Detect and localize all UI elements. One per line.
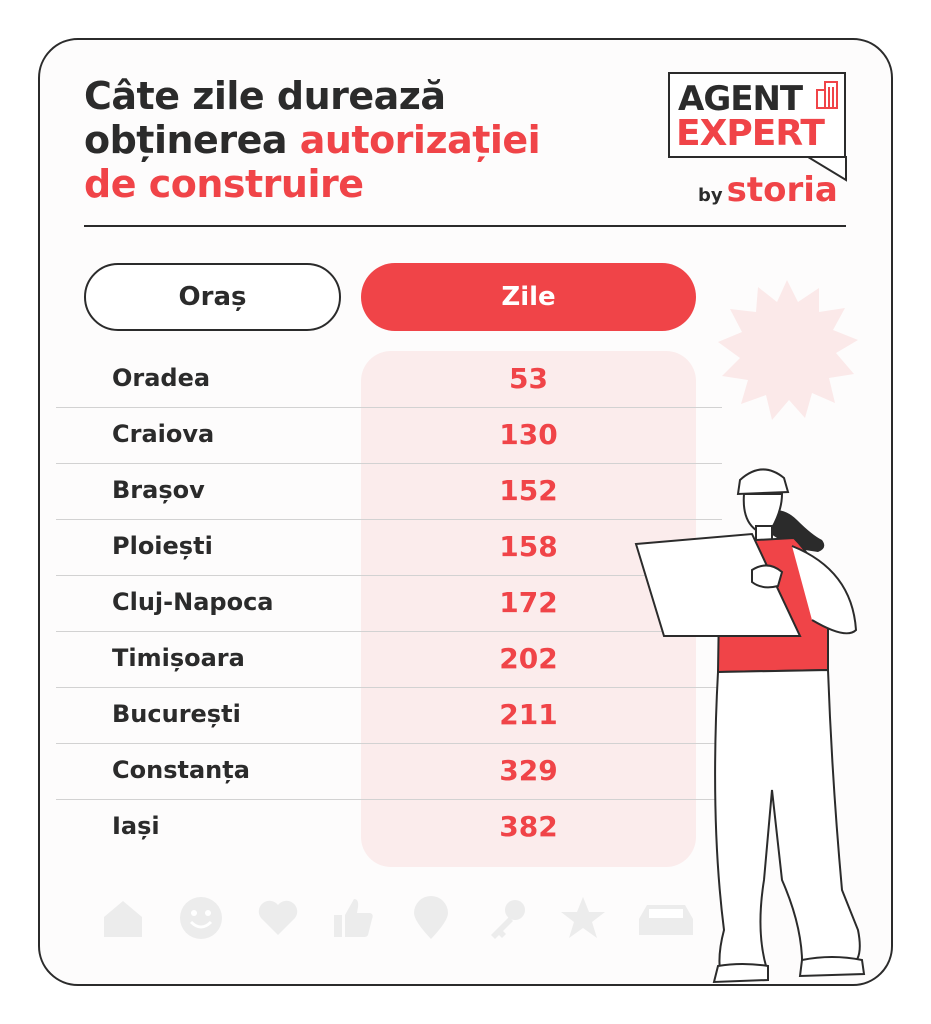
header-city: Oraș — [84, 263, 341, 331]
days-value: 329 — [499, 754, 558, 787]
city-days-table: Oradea 53 Craiova 130 Brașov 152 Ploiești 15… — [56, 352, 722, 856]
building-icon — [816, 81, 838, 109]
heart-icon — [258, 900, 298, 935]
title-line-2-plain: obținerea — [84, 118, 300, 162]
city-name: Iași — [112, 812, 160, 840]
city-name: Cluj-Napoca — [112, 588, 274, 616]
days-value: 158 — [499, 530, 558, 563]
city-name: București — [112, 700, 241, 728]
title-line-1: Câte zile durează — [84, 74, 446, 118]
table-row: Cluj-Napoca 172 — [56, 576, 722, 632]
row-divider — [56, 407, 722, 408]
decorative-icon-row — [100, 895, 710, 945]
logo-line-2: EXPERT — [676, 113, 825, 154]
days-value: 53 — [509, 362, 548, 395]
header-days: Zile — [361, 263, 696, 331]
city-name: Oradea — [112, 364, 211, 392]
city-name: Ploiești — [112, 532, 213, 560]
table-row: Craiova 130 — [56, 408, 722, 464]
days-value: 130 — [499, 418, 558, 451]
row-divider — [56, 631, 722, 632]
city-name: Craiova — [112, 420, 215, 448]
title-line-3: de construire — [84, 162, 364, 206]
row-divider — [56, 575, 722, 576]
starburst-decoration — [718, 280, 858, 420]
logo-frame: AGENT EXPERT — [668, 72, 846, 158]
logo-line-1: AGENT — [678, 79, 803, 119]
city-name: Timișoara — [112, 644, 245, 672]
worker-illustration — [634, 468, 866, 984]
row-divider — [56, 799, 722, 800]
page-title: Câte zile durează obținerea autorizației… — [84, 74, 604, 206]
car-icon — [639, 905, 693, 935]
title-divider — [84, 225, 846, 227]
table-row: Oradea 53 — [56, 352, 722, 408]
agent-expert-logo: AGENT EXPERT by storia — [668, 72, 848, 212]
star-icon — [561, 897, 605, 938]
days-value: 152 — [499, 474, 558, 507]
thumbs-up-icon — [334, 899, 373, 937]
speech-tail-icon — [808, 156, 847, 182]
table-row: Timișoara 202 — [56, 632, 722, 688]
house-icon — [104, 901, 142, 937]
row-divider — [56, 519, 722, 520]
logo-brand: storia — [726, 170, 838, 210]
table-row: Constanța 329 — [56, 744, 722, 800]
city-name: Brașov — [112, 476, 205, 504]
smiley-icon — [180, 897, 222, 939]
table-row: Iași 382 — [56, 800, 722, 856]
days-value: 202 — [499, 642, 558, 675]
days-value: 172 — [499, 586, 558, 619]
days-value: 211 — [499, 698, 558, 731]
location-pin-icon — [414, 896, 448, 939]
logo-byline: by storia — [698, 172, 838, 214]
title-line-2: obținerea autorizației — [84, 118, 604, 162]
table-row: Ploiești 158 — [56, 520, 722, 576]
title-line-2-accent: autorizației — [299, 118, 541, 162]
key-icon — [491, 900, 525, 939]
logo-by-text: by — [698, 185, 723, 206]
table-row: București 211 — [56, 688, 722, 744]
city-name: Constanța — [112, 756, 250, 784]
row-divider — [56, 743, 722, 744]
row-divider — [56, 687, 722, 688]
days-value: 382 — [499, 810, 558, 843]
row-divider — [56, 463, 722, 464]
table-row: Brașov 152 — [56, 464, 722, 520]
days-column-background — [361, 351, 696, 867]
